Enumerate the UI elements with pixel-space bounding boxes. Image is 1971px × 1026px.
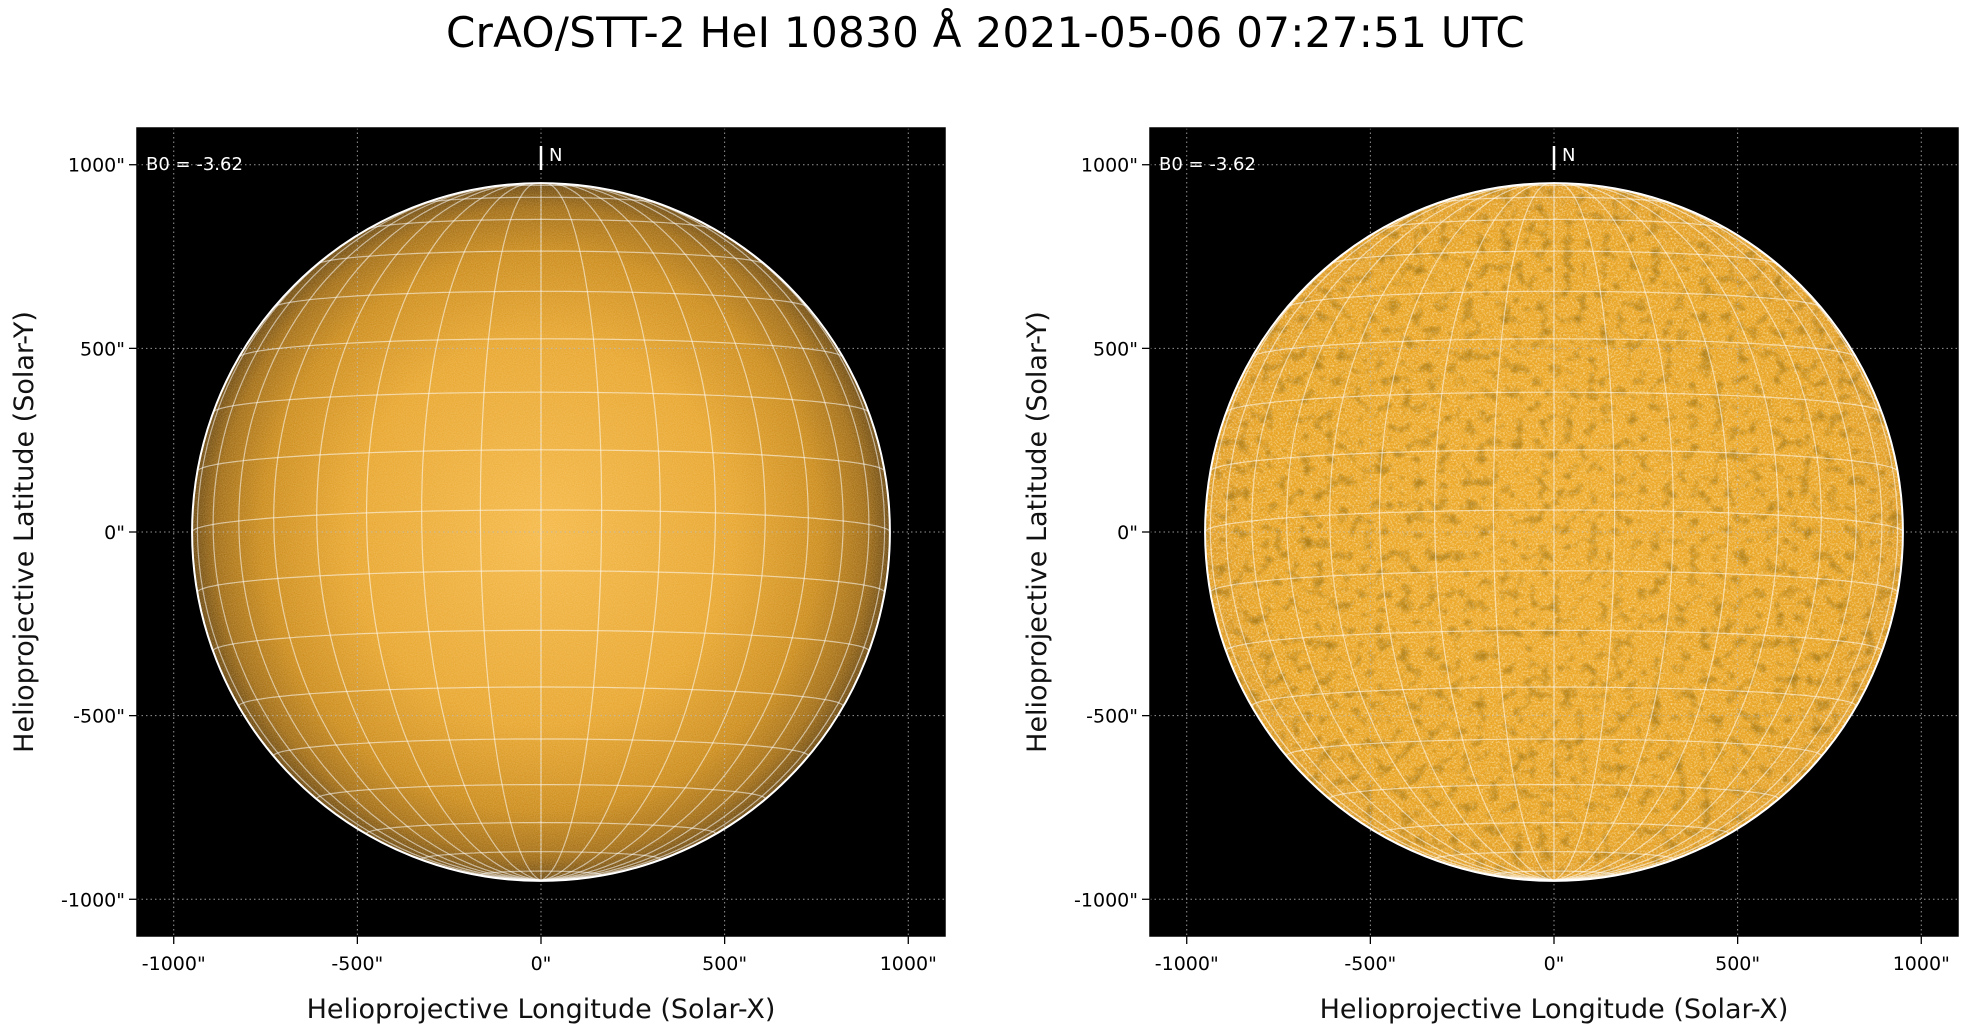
y-tick-label: -1000"	[1074, 889, 1138, 911]
grid-line	[1553, 185, 1883, 881]
y-tick-label: 500"	[1093, 338, 1138, 360]
grid-line	[1553, 183, 1674, 881]
grid-line	[540, 183, 844, 881]
grid-line	[540, 185, 870, 881]
north-label: N	[1562, 145, 1575, 166]
limb-circle	[191, 182, 891, 882]
grid-line	[479, 183, 542, 881]
y-tick-label: 1000"	[68, 155, 125, 177]
b0-label: B0 = -3.62	[1159, 154, 1256, 175]
grid-line	[540, 183, 717, 881]
x-tick-label: 0"	[1544, 953, 1565, 975]
heliographic-grid	[1205, 183, 1903, 881]
y-tick-label: 500"	[80, 338, 125, 360]
x-tick-label: 500"	[702, 953, 747, 975]
north-label: N	[549, 145, 562, 166]
y-tick-label: 0"	[1117, 522, 1138, 544]
grid-line	[540, 183, 766, 881]
x-tick-label: -500"	[331, 953, 383, 975]
y-tick-label: 1000"	[1081, 155, 1138, 177]
grid-line	[1251, 183, 1555, 881]
limb-circle	[1204, 182, 1904, 882]
grid-line	[1286, 183, 1555, 881]
grid-line	[212, 185, 542, 881]
grid-line	[1553, 183, 1730, 881]
y-tick-label: -500"	[73, 706, 125, 728]
grid-line	[1329, 183, 1555, 881]
y-tick-label: -1000"	[61, 889, 125, 911]
grid-line	[540, 183, 809, 881]
x-axis-label: Helioprojective Longitude (Solar-X)	[307, 994, 776, 1025]
x-tick-label: -1000"	[1155, 953, 1219, 975]
y-tick-label: -500"	[1086, 706, 1138, 728]
grid-line	[1492, 183, 1555, 881]
grid-line	[1225, 185, 1555, 881]
x-tick-label: 0"	[531, 953, 552, 975]
grid-line	[238, 183, 542, 881]
y-axis-label: Helioprojective Latitude (Solar-Y)	[1022, 311, 1053, 753]
x-axis-label: Helioprojective Longitude (Solar-X)	[1320, 994, 1789, 1025]
grid-line	[316, 183, 542, 881]
grid-line	[540, 183, 661, 881]
grid-line	[421, 183, 542, 881]
y-tick-label: 0"	[104, 522, 125, 544]
x-tick-label: 500"	[1715, 953, 1760, 975]
panel-right: N B0 = -3.62 -1000" -500" 0" 500" 1000" 1000" 50…	[1022, 127, 1959, 1025]
grid-line	[1434, 183, 1555, 881]
grid-line	[1378, 183, 1555, 881]
panel-left: N B0 = -3.62 -1000" -500" 0" 500" 1000" 1000" 50…	[9, 127, 946, 1025]
heliographic-grid	[192, 183, 890, 881]
b0-label: B0 = -3.62	[146, 154, 243, 175]
x-tick-label: -1000"	[142, 953, 206, 975]
figure-title: CrAO/STT-2 HeI 10830 Å 2021-05-06 07:27:…	[445, 8, 1526, 57]
grid-line	[1553, 183, 1616, 881]
grid-line	[540, 183, 603, 881]
grid-line	[1553, 183, 1779, 881]
grid-line	[273, 183, 542, 881]
x-tick-label: -500"	[1344, 953, 1396, 975]
grid-line	[1553, 183, 1822, 881]
grid-line	[1553, 183, 1857, 881]
x-tick-label: 1000"	[880, 953, 937, 975]
x-tick-label: 1000"	[1893, 953, 1950, 975]
y-axis-label: Helioprojective Latitude (Solar-Y)	[9, 311, 40, 753]
grid-line	[365, 183, 542, 881]
